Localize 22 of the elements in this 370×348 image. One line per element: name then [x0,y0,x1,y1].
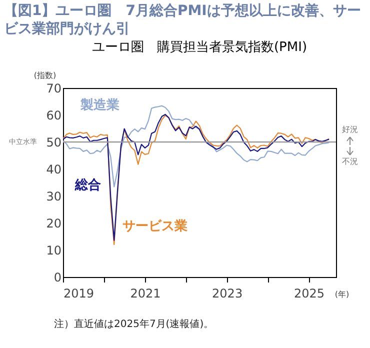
chart-title: 【図1】ユーロ圏 7月総合PMIは予想以上に改善、サービス業部門がけん引 [3,2,362,39]
text: 好況 [342,125,358,134]
y-tick-label: 60 [46,108,62,122]
text: 注）直近値は2025年7月(速報値)。 [54,318,215,331]
series-label: 総合 [74,177,101,193]
y-tick-label: 0 [54,270,62,284]
x-tick-label: 2025 [294,286,325,300]
x-tick-label: 2021 [130,286,161,300]
y-tick-label: 20 [46,216,62,230]
series-label: サービス業 [122,219,188,234]
chart-subtitle: ユーロ圏 購買担当者景気指数(PMI) [92,40,308,55]
y-tick-label: 40 [46,162,62,176]
x-tick-label: 2023 [212,286,243,300]
text: 不況 [342,157,358,166]
series-label: 製造業 [80,98,120,113]
y-tick-label: 30 [46,190,62,204]
y-tick-label: 50 [46,136,62,150]
y-axis-title: (指数) [34,71,56,80]
y-tick-label: 70 [46,82,62,96]
y-tick-label: 10 [46,244,62,258]
x-axis-title: (年) [334,290,350,299]
x-tick-label: 2019 [64,286,94,300]
